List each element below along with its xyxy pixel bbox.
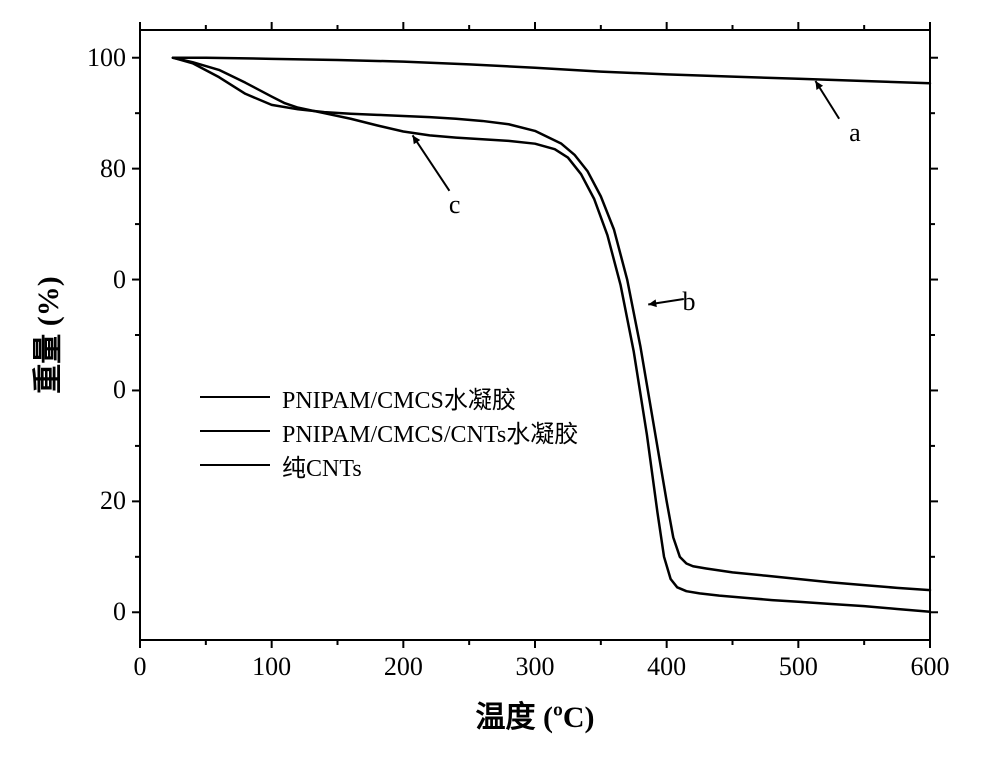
y-tick-label: 20 bbox=[100, 486, 126, 516]
x-tick-label: 0 bbox=[134, 652, 147, 682]
chart-wrapper: 重量 (%) 温度 (ºC) PNIPAM/CMCS水凝胶PNIPAM/CMCS… bbox=[0, 0, 1000, 781]
legend-label: PNIPAM/CMCS/CNTs水凝胶 bbox=[282, 414, 578, 449]
y-tick-label: 0 bbox=[113, 597, 126, 627]
y-tick-label: 0 bbox=[113, 265, 126, 295]
legend-line-icon bbox=[200, 464, 270, 466]
x-tick-label: 600 bbox=[911, 652, 950, 682]
y-tick-label: 100 bbox=[87, 43, 126, 73]
x-tick-label: 400 bbox=[647, 652, 686, 682]
legend-label: PNIPAM/CMCS水凝胶 bbox=[282, 380, 516, 415]
y-tick-label: 0 bbox=[113, 375, 126, 405]
legend-item: PNIPAM/CMCS水凝胶 bbox=[200, 380, 578, 414]
legend-label: 纯CNTs bbox=[282, 448, 362, 483]
legend-line-icon bbox=[200, 430, 270, 432]
x-tick-label: 200 bbox=[384, 652, 423, 682]
annotation-b: b bbox=[683, 287, 696, 317]
y-tick-label: 80 bbox=[100, 154, 126, 184]
x-axis-label: 温度 (ºC) bbox=[475, 692, 594, 736]
x-tick-label: 300 bbox=[516, 652, 555, 682]
annotation-a: a bbox=[849, 118, 861, 148]
legend-line-icon bbox=[200, 396, 270, 398]
legend-item: PNIPAM/CMCS/CNTs水凝胶 bbox=[200, 414, 578, 448]
x-tick-label: 100 bbox=[252, 652, 291, 682]
y-axis-label: 重量 (%) bbox=[23, 276, 67, 393]
legend-item: 纯CNTs bbox=[200, 448, 578, 482]
x-tick-label: 500 bbox=[779, 652, 818, 682]
legend: PNIPAM/CMCS水凝胶PNIPAM/CMCS/CNTs水凝胶纯CNTs bbox=[200, 380, 578, 482]
plot-svg bbox=[140, 30, 930, 640]
annotation-c: c bbox=[449, 190, 461, 220]
plot-area bbox=[140, 30, 930, 640]
